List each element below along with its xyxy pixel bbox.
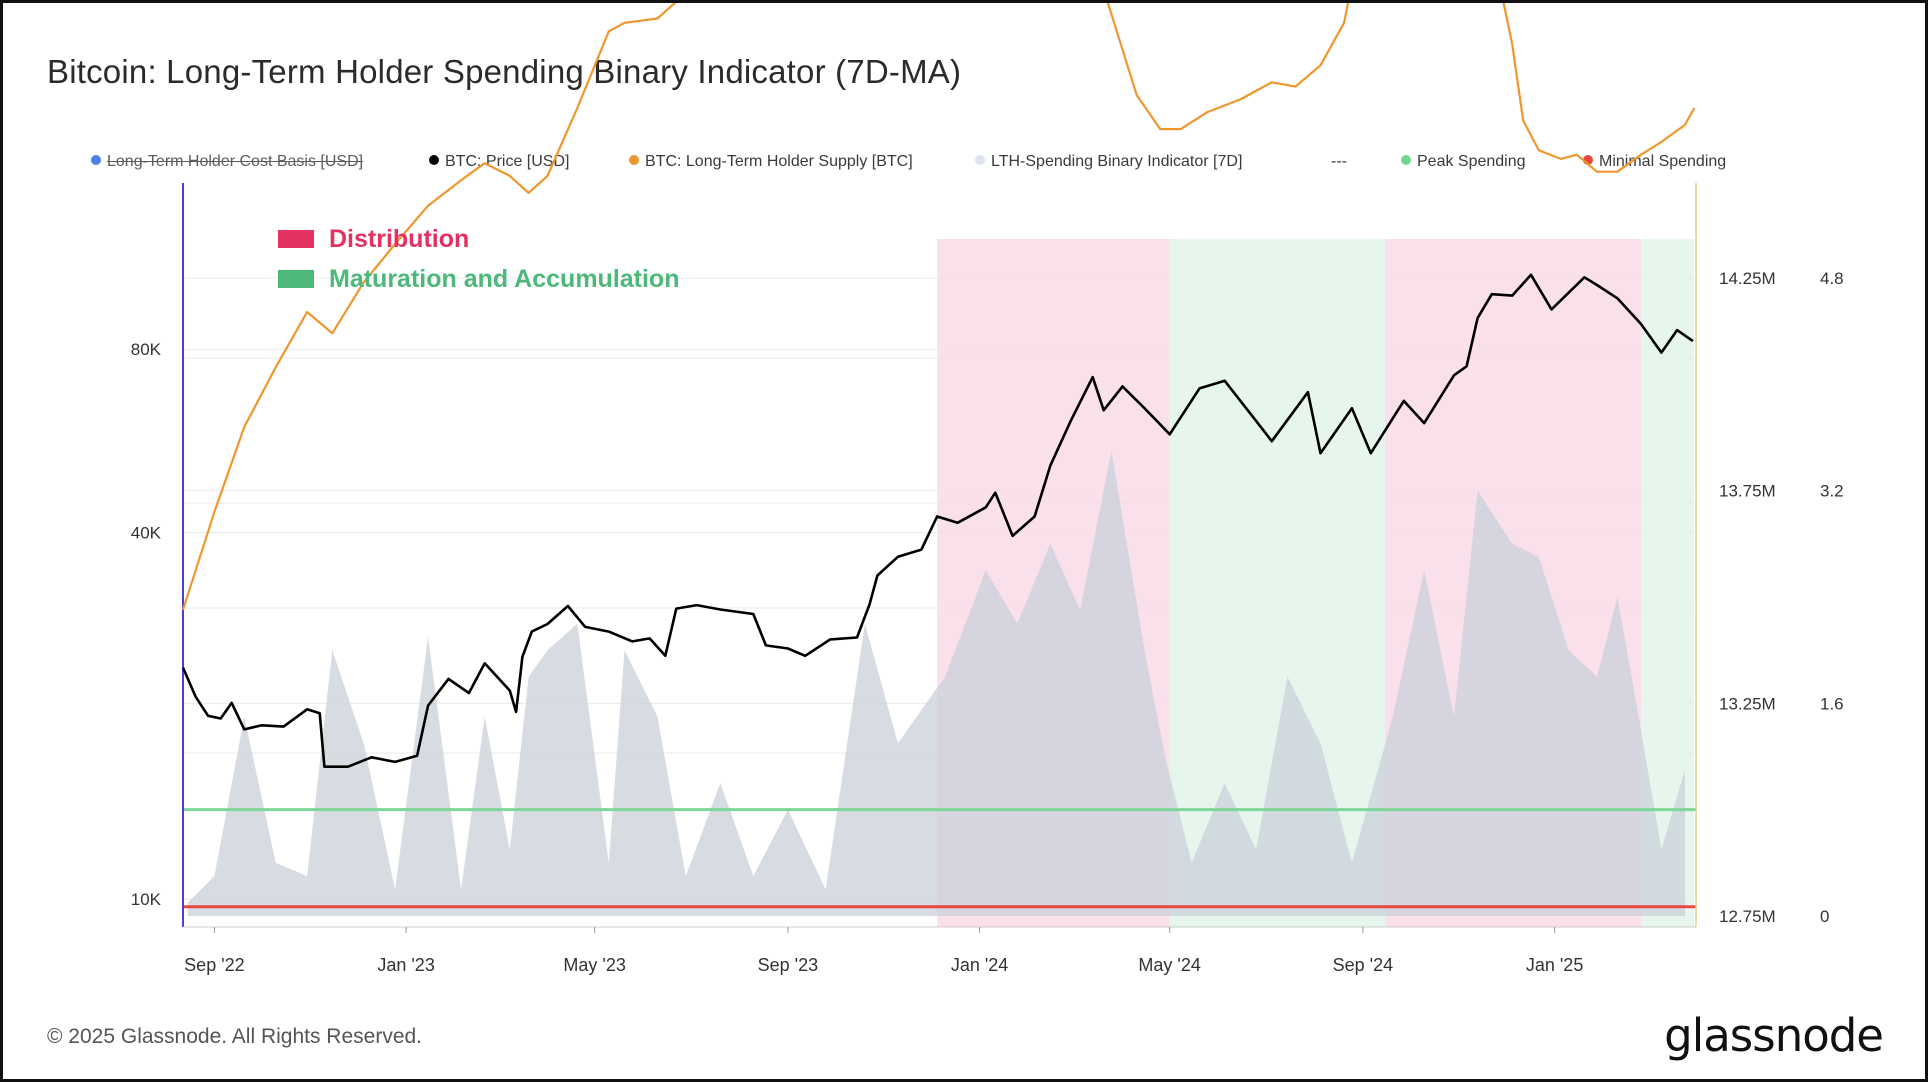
- legend-label: BTC: Price [USD]: [445, 153, 570, 170]
- legend-dot-icon: [1583, 155, 1593, 165]
- x-tick-label: Sep '22: [184, 955, 245, 975]
- annotation-swatch: [278, 230, 314, 248]
- y-right-indicator-tick-label: 4.8: [1820, 269, 1844, 288]
- legend-item-binary-indicator[interactable]: LTH-Spending Binary Indicator [7D]: [975, 153, 1242, 171]
- legend-dot-icon: [1401, 155, 1411, 165]
- legend-item-price[interactable]: BTC: Price [USD]: [429, 153, 569, 171]
- annotation-label: Distribution: [329, 225, 469, 253]
- legend-label: BTC: Long-Term Holder Supply [BTC]: [645, 153, 913, 170]
- x-tick-label: Jan '24: [951, 955, 1008, 975]
- copyright-footer: © 2025 Glassnode. All Rights Reserved.: [47, 1025, 423, 1048]
- x-tick-label: Sep '24: [1333, 955, 1394, 975]
- x-tick-label: Jan '25: [1526, 955, 1583, 975]
- legend-label: LTH-Spending Binary Indicator [7D]: [991, 153, 1243, 170]
- legend-item-peak-spending[interactable]: Peak Spending: [1401, 153, 1526, 171]
- chart-svg: 80K 40K 10K 14.25M 13.75M 13.25M 12.75M 4.8 3.2 1…: [131, 3, 1844, 975]
- legend-dot-icon: [429, 155, 439, 165]
- x-tick-label: Jan '23: [377, 955, 434, 975]
- annotation-label: Maturation and Accumulation: [329, 265, 679, 293]
- legend-item-cost-basis[interactable]: Long-Term Holder Cost Basis [USD]: [91, 153, 363, 171]
- y-left-tick-label: 40K: [131, 524, 162, 543]
- annotation-swatch: [278, 270, 314, 288]
- legend-item-minimal-spending[interactable]: Minimal Spending: [1583, 153, 1726, 171]
- chart-title: Bitcoin: Long-Term Holder Spending Binar…: [47, 53, 962, 90]
- legend-label: Peak Spending: [1417, 153, 1526, 170]
- x-tick-label: May '23: [563, 955, 625, 975]
- legend-dot-icon: [629, 155, 639, 165]
- x-tick-label: May '24: [1138, 955, 1200, 975]
- legend-item-separator: ---: [1331, 153, 1347, 171]
- y-right-indicator-tick-label: 0: [1820, 907, 1829, 926]
- y-right-supply-tick-label: 12.75M: [1719, 907, 1776, 926]
- glassnode-logo: glassnode: [1664, 1009, 1884, 1062]
- y-right-indicator-tick-label: 3.2: [1820, 482, 1844, 501]
- y-left-tick-label: 10K: [131, 890, 162, 909]
- btc-price-line: [181, 273, 1694, 768]
- legend: Long-Term Holder Cost Basis [USD] BTC: P…: [91, 153, 1751, 177]
- legend-dot-icon: [91, 155, 101, 165]
- binary-indicator-area: [187, 450, 1686, 916]
- y-right-supply-tick-label: 13.25M: [1719, 694, 1776, 713]
- legend-item-lth-supply[interactable]: BTC: Long-Term Holder Supply [BTC]: [629, 153, 913, 171]
- y-right-supply-tick-label: 13.75M: [1719, 482, 1776, 501]
- y-left-tick-label: 80K: [131, 340, 162, 359]
- y-right-supply-tick-label: 14.25M: [1719, 269, 1776, 288]
- x-tick-label: Sep '23: [758, 955, 819, 975]
- legend-label: ---: [1331, 153, 1347, 170]
- y-right-indicator-tick-label: 1.6: [1820, 694, 1844, 713]
- legend-label: Long-Term Holder Cost Basis [USD]: [107, 153, 364, 170]
- legend-dot-icon: [975, 155, 985, 165]
- legend-label: Minimal Spending: [1599, 153, 1727, 170]
- lth-supply-line: [181, 3, 1696, 611]
